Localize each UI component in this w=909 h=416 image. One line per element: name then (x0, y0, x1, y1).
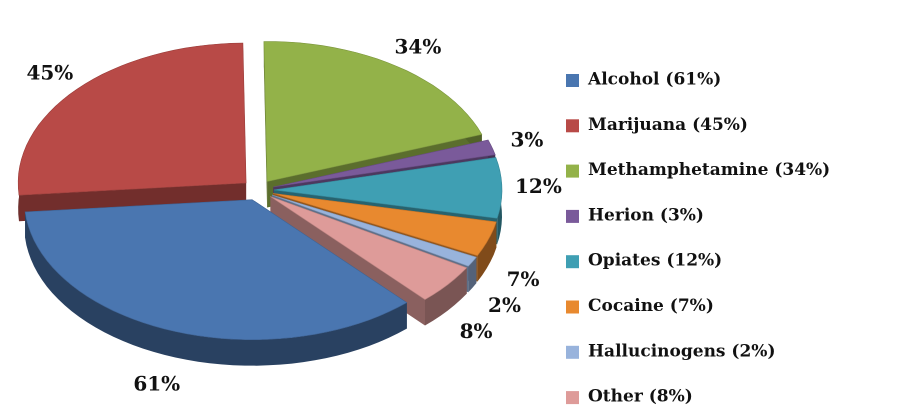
legend-label: Hallucinogens (2%) (588, 341, 775, 361)
data-label: 12% (515, 174, 562, 198)
legend-label: Herion (3%) (588, 205, 704, 225)
legend-swatch (566, 119, 579, 133)
data-label: 2% (488, 293, 521, 317)
data-label: 34% (395, 35, 442, 59)
legend-swatch (566, 300, 579, 314)
slice-top (24, 199, 408, 341)
legend-swatch (566, 164, 579, 178)
legend-label: Marijuana (45%) (588, 115, 748, 135)
legend-label: Cocaine (7%) (588, 296, 714, 316)
legend-label: Alcohol (61%) (587, 70, 721, 90)
legend-label: Opiates (12%) (588, 251, 722, 271)
slice-top (273, 193, 497, 256)
legend-swatch (566, 209, 579, 223)
data-label: 61% (133, 372, 180, 396)
data-label: 45% (26, 61, 73, 85)
legend-swatch (566, 255, 579, 269)
slice-top (270, 196, 468, 300)
slice-top (271, 194, 477, 267)
slice-top (263, 41, 483, 182)
slice-top (17, 42, 247, 196)
slice-side (468, 257, 477, 293)
slice-side (25, 211, 407, 366)
legend-swatch (566, 74, 579, 87)
data-label: 7% (507, 267, 540, 291)
legend-label: Methamphetamine (34%) (588, 160, 830, 180)
slice-top (273, 157, 503, 219)
legend-swatch (566, 345, 579, 359)
data-label: 3% (510, 127, 543, 151)
slice-side (425, 267, 467, 326)
slice (24, 199, 408, 366)
legend-label: Other (8%) (588, 387, 693, 407)
slice-top (273, 139, 496, 188)
data-label: 8% (460, 319, 493, 343)
slice-side (477, 221, 497, 282)
legend-swatch (566, 391, 579, 405)
